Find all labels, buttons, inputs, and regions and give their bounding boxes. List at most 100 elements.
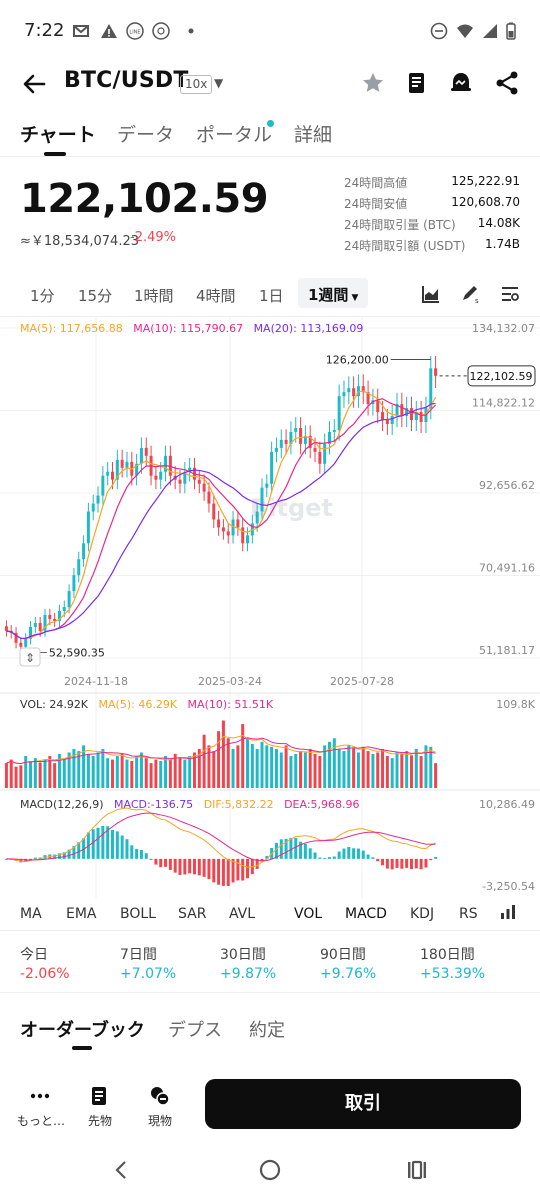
ind-boll[interactable]: BOLL xyxy=(120,906,156,922)
volume-bar xyxy=(14,766,18,788)
tab-depth[interactable]: デプス xyxy=(168,1020,222,1041)
ind-sar[interactable]: SAR xyxy=(178,906,207,922)
volume-bar xyxy=(409,755,413,788)
candle xyxy=(53,618,57,621)
volume-bar xyxy=(111,759,114,788)
macd-bar xyxy=(303,844,307,859)
divider xyxy=(0,992,540,993)
chart-type-icon[interactable] xyxy=(420,283,442,305)
tab-orderbook[interactable]: オーダーブック xyxy=(20,1020,145,1041)
ind-rsi[interactable]: RS xyxy=(459,906,478,922)
y-tick-label: 51,181.17 xyxy=(479,644,535,657)
candle xyxy=(303,435,307,444)
macd-bar xyxy=(405,858,409,868)
interval-1w-selected[interactable]: 1週間 ▼ xyxy=(298,278,368,308)
interval-1h[interactable]: 1時間 xyxy=(134,287,174,305)
android-nav-bar xyxy=(0,1140,540,1199)
back-arrow-icon[interactable] xyxy=(20,70,48,98)
volume-bar xyxy=(260,741,264,788)
draw-icon[interactable]: s xyxy=(459,283,481,305)
candle xyxy=(154,475,158,480)
interval-1m[interactable]: 1分 xyxy=(30,287,55,305)
ma5-legend: MA(5): 117,656.88 xyxy=(20,322,123,335)
interval-15m[interactable]: 15分 xyxy=(78,287,113,305)
macd-bar xyxy=(96,827,100,859)
candle xyxy=(241,527,245,544)
indicator-settings-icon[interactable] xyxy=(499,283,521,305)
ind-kdj[interactable]: KDJ xyxy=(410,906,435,922)
vol-ma5-line xyxy=(6,734,436,765)
volume-bar xyxy=(48,756,52,788)
volume-bar xyxy=(241,724,245,788)
volume-bar xyxy=(173,753,177,788)
tab-chart[interactable]: チャート xyxy=(20,124,96,146)
pair-title[interactable]: BTC/USDT xyxy=(64,68,189,93)
book-icon[interactable] xyxy=(404,70,430,96)
candle xyxy=(125,461,129,468)
futures-icon[interactable] xyxy=(88,1084,112,1108)
price-chart[interactable]: Bitget 134,132.07 114,822.12 92,656.62 70,4… xyxy=(0,318,540,898)
candle xyxy=(308,435,312,448)
ind-avl[interactable]: AVL xyxy=(229,906,256,922)
candle xyxy=(33,622,37,627)
share-icon[interactable] xyxy=(494,70,520,96)
alert-icon[interactable] xyxy=(448,70,474,96)
interval-4h[interactable]: 4時間 xyxy=(196,287,236,305)
nav-recents-icon[interactable] xyxy=(405,1158,429,1182)
volume-bar xyxy=(270,746,274,788)
tab-trades[interactable]: 約定 xyxy=(249,1020,285,1041)
interval-1d[interactable]: 1日 xyxy=(259,287,284,305)
wifi-icon xyxy=(457,24,473,38)
candle xyxy=(400,404,404,417)
ind-vol[interactable]: VOL xyxy=(294,906,323,922)
macd-bar xyxy=(115,831,119,859)
perf-value-90d: +9.76% xyxy=(320,966,377,982)
volume-bar xyxy=(149,763,153,788)
volume-bar xyxy=(120,753,124,788)
volume-bar xyxy=(207,745,211,788)
pair-dropdown-caret-icon[interactable]: ▼ xyxy=(214,76,224,90)
trade-button[interactable]: 取引 xyxy=(205,1079,521,1129)
ind-ma[interactable]: MA xyxy=(20,906,42,922)
star-icon[interactable] xyxy=(360,70,386,96)
candle xyxy=(111,471,114,480)
nav-home-icon[interactable] xyxy=(258,1158,282,1182)
volume-bar xyxy=(77,751,81,788)
macd-bar xyxy=(101,825,105,859)
indicator-more-icon[interactable] xyxy=(498,902,518,922)
tab-portal[interactable]: ポータル xyxy=(196,124,273,146)
candle xyxy=(48,614,52,619)
macd-bar xyxy=(125,839,129,859)
ind-macd[interactable]: MACD xyxy=(345,906,387,922)
volume-bar xyxy=(125,759,129,788)
vol-legend-value: VOL: 24.92K xyxy=(20,698,89,711)
macd-value: MACD:-136.75 xyxy=(114,798,194,811)
macd-bar xyxy=(144,853,148,859)
y-tick-label: 134,132.07 xyxy=(472,322,535,335)
ind-ema[interactable]: EMA xyxy=(66,906,97,922)
tab-data[interactable]: データ xyxy=(117,124,175,146)
futures-label[interactable]: 先物 xyxy=(87,1114,112,1128)
candle xyxy=(279,439,283,448)
more-icon[interactable] xyxy=(28,1084,52,1108)
candle xyxy=(197,479,201,484)
more-label[interactable]: もっと… xyxy=(16,1114,65,1128)
nav-back-icon[interactable] xyxy=(110,1158,134,1182)
tab-details[interactable]: 詳細 xyxy=(294,124,333,146)
macd-bar xyxy=(38,857,42,859)
gmail-icon xyxy=(73,25,89,37)
volume-bar xyxy=(284,745,288,788)
candle xyxy=(135,463,139,476)
candle xyxy=(178,479,182,484)
candle xyxy=(67,591,71,608)
svg-text:s: s xyxy=(475,297,479,305)
spot-label[interactable]: 現物 xyxy=(147,1114,172,1128)
candle xyxy=(115,459,119,480)
macd-bar xyxy=(347,847,351,859)
divider xyxy=(0,316,540,317)
stat-label-high: 24時間高値 xyxy=(344,176,408,190)
chart-canvas[interactable]: Bitget 134,132.07114,822.1292,656.6270,4… xyxy=(0,318,540,898)
spot-icon[interactable] xyxy=(148,1084,172,1108)
candle xyxy=(294,427,298,432)
vol-ma10-legend: MA(10): 51.51K xyxy=(187,698,274,711)
